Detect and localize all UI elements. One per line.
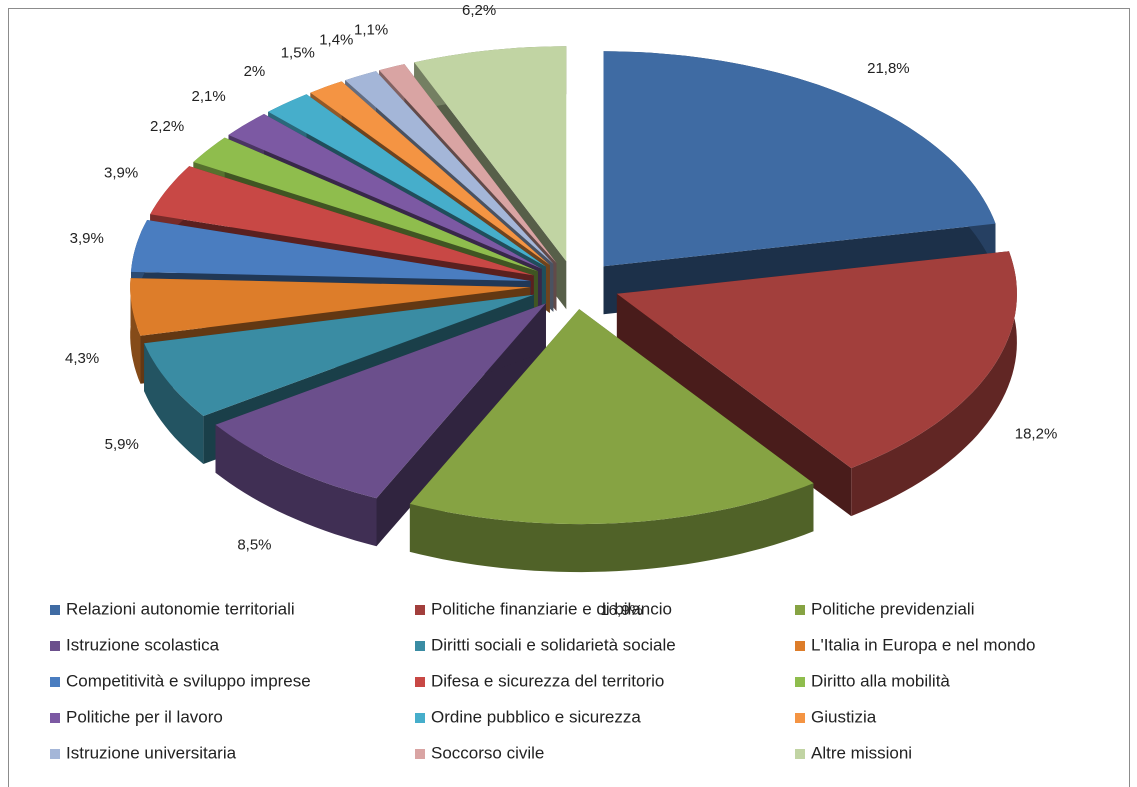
legend-swatch — [415, 605, 425, 615]
slice-side — [144, 343, 204, 464]
legend-label: Diritto alla mobilità — [811, 671, 950, 690]
slice — [616, 251, 1017, 469]
data-label: 2% — [244, 63, 266, 80]
legend-label: Diritti sociali e solidarietà sociale — [431, 635, 676, 654]
slice — [144, 294, 534, 416]
legend-label: L'Italia in Europa e nel mondo — [811, 635, 1035, 654]
chart-frame — [8, 8, 1130, 787]
legend-swatch — [415, 749, 425, 759]
legend-swatch — [415, 641, 425, 651]
slice — [193, 137, 538, 272]
data-label: 2,1% — [192, 88, 226, 105]
slice-side — [215, 424, 377, 547]
legend-label: Relazioni autonomie territoriali — [66, 599, 295, 618]
slice — [414, 46, 567, 262]
data-label: 1,4% — [319, 31, 353, 48]
legend-label: Politiche per il lavoro — [66, 707, 223, 726]
slice-side — [130, 278, 141, 384]
slice — [150, 166, 534, 276]
slice-side — [851, 251, 1017, 517]
legend-label: Istruzione scolastica — [66, 635, 220, 654]
legend-swatch — [415, 713, 425, 723]
data-label: 18,2% — [1015, 426, 1058, 443]
legend-swatch — [795, 713, 805, 723]
slice — [379, 64, 557, 263]
slice — [268, 94, 546, 267]
legend-swatch — [795, 677, 805, 687]
legend-label: Soccorso civile — [431, 743, 544, 762]
legend-label: Ordine pubblico e sicurezza — [431, 707, 641, 726]
legend-swatch — [795, 641, 805, 651]
data-label: 1,1% — [354, 22, 388, 39]
legend-swatch — [415, 677, 425, 687]
data-label: 16,9% — [600, 602, 643, 619]
legend-label: Competitività e sviluppo imprese — [66, 671, 311, 690]
legend-swatch — [50, 713, 60, 723]
legend-label: Difesa e sicurezza del territorio — [431, 671, 664, 690]
data-label: 1,5% — [281, 45, 315, 62]
legend-label: Istruzione universitaria — [66, 743, 237, 762]
legend-swatch — [795, 749, 805, 759]
slice-group — [616, 251, 1017, 517]
slice — [131, 220, 531, 281]
legend-swatch — [50, 749, 60, 759]
legend-label: Politiche finanziarie e di bilancio — [431, 599, 672, 618]
slice — [228, 114, 542, 269]
legend-swatch — [50, 641, 60, 651]
data-label: 2,2% — [150, 118, 184, 135]
data-label: 3,9% — [70, 230, 104, 247]
slice — [345, 71, 554, 264]
slice-group — [409, 309, 814, 573]
data-label: 8,5% — [237, 537, 271, 554]
data-label: 21,8% — [867, 60, 910, 77]
legend-swatch — [50, 677, 60, 687]
legend-label: Giustizia — [811, 707, 877, 726]
slice — [215, 303, 546, 499]
slice — [130, 278, 531, 336]
slice — [409, 309, 814, 525]
slice-group — [215, 303, 546, 547]
slice — [310, 81, 550, 266]
data-label: 3,9% — [104, 165, 138, 182]
legend-swatch — [50, 605, 60, 615]
legend-swatch — [795, 605, 805, 615]
slice-side — [409, 483, 814, 573]
data-label: 5,9% — [105, 436, 139, 453]
legend-label: Altre missioni — [811, 743, 912, 762]
legend-label: Politiche previdenziali — [811, 599, 974, 618]
slice — [603, 51, 996, 267]
data-label: 4,3% — [65, 350, 99, 367]
slice-side — [616, 293, 852, 517]
data-label: 6,2% — [462, 2, 496, 19]
